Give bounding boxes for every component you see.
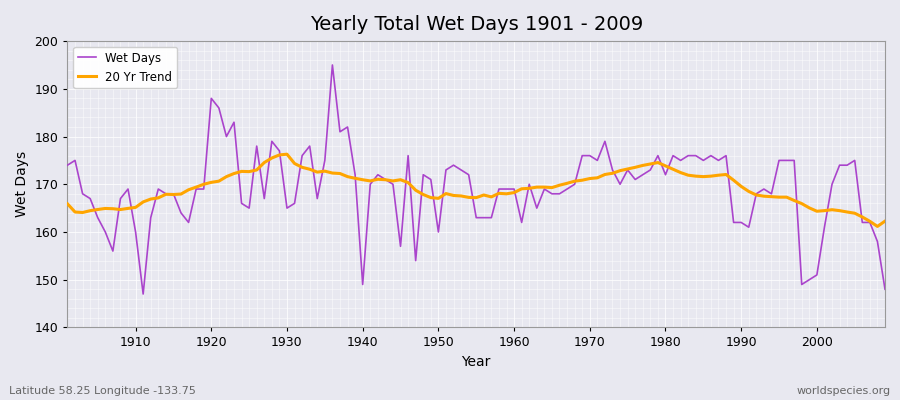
20 Yr Trend xyxy=(62,202,73,206)
Wet Days xyxy=(615,182,626,187)
20 Yr Trend xyxy=(122,206,133,211)
Wet Days xyxy=(517,220,527,225)
20 Yr Trend xyxy=(879,219,890,224)
20 Yr Trend xyxy=(608,171,618,176)
20 Yr Trend xyxy=(517,186,527,191)
Text: worldspecies.org: worldspecies.org xyxy=(796,386,891,396)
Wet Days xyxy=(122,187,133,192)
Text: Latitude 58.25 Longitude -133.75: Latitude 58.25 Longitude -133.75 xyxy=(9,386,196,396)
Line: 20 Yr Trend: 20 Yr Trend xyxy=(68,154,885,226)
X-axis label: Year: Year xyxy=(462,355,490,369)
20 Yr Trend xyxy=(282,152,292,157)
20 Yr Trend xyxy=(342,174,353,179)
20 Yr Trend xyxy=(872,224,883,229)
Wet Days xyxy=(138,292,148,296)
Wet Days xyxy=(524,182,535,187)
Legend: Wet Days, 20 Yr Trend: Wet Days, 20 Yr Trend xyxy=(74,47,177,88)
Title: Yearly Total Wet Days 1901 - 2009: Yearly Total Wet Days 1901 - 2009 xyxy=(310,15,643,34)
Wet Days xyxy=(297,153,308,158)
20 Yr Trend xyxy=(508,190,519,195)
Wet Days xyxy=(350,172,361,177)
Line: Wet Days: Wet Days xyxy=(68,65,885,294)
Wet Days xyxy=(879,287,890,292)
20 Yr Trend xyxy=(297,165,308,170)
Y-axis label: Wet Days: Wet Days xyxy=(15,151,29,217)
Wet Days xyxy=(62,163,73,168)
Wet Days xyxy=(327,62,338,67)
